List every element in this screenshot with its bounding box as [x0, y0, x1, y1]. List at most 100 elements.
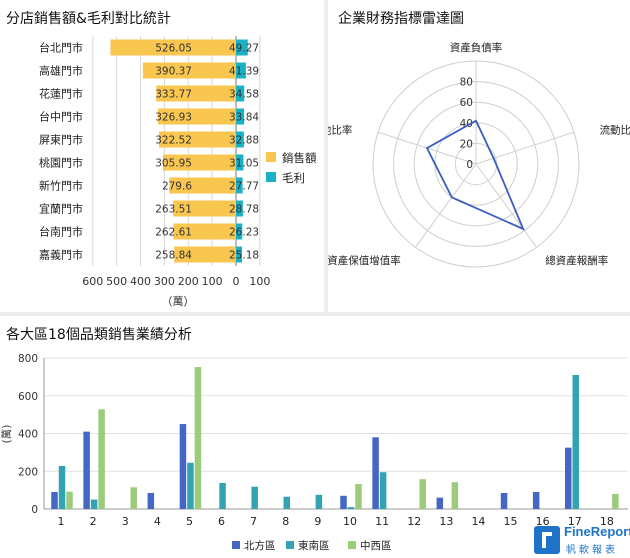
chart1-sales-label: 263.51	[155, 204, 192, 216]
chart1-margin-label: 31.05	[229, 158, 259, 170]
chart2-r-tick-label: 80	[460, 77, 473, 89]
chart3-y-tick-label: 400	[18, 429, 38, 441]
chart1-x-tick-label: 600	[82, 275, 103, 288]
chart1-category-label: 桃園門市	[39, 156, 83, 170]
chart1-sales-label: 279.6	[162, 181, 192, 193]
chart3-bar	[51, 492, 58, 509]
chart1-sales-bar	[174, 246, 236, 263]
chart3-x-tick-label: 3	[122, 515, 129, 528]
chart3-bar	[532, 492, 540, 509]
chart1-margin-bar	[236, 177, 243, 194]
chart3-bar	[612, 493, 619, 509]
chart1-margin-bar	[236, 131, 244, 148]
chart3-x-tick-label: 2	[90, 515, 97, 528]
chart1-category-label: 台北門市	[39, 41, 83, 55]
chart1-sales-bar	[157, 108, 236, 125]
chart1-legend-label: 銷售額	[282, 151, 317, 165]
chart3-bar	[66, 491, 73, 509]
chart2-r-tick-label: 20	[460, 138, 473, 150]
chart3-x-tick-label: 4	[154, 515, 161, 528]
chart1-sales-label: 526.05	[155, 43, 192, 55]
logo-brand: FineReport	[564, 524, 630, 539]
chart3-legend-swatch	[232, 541, 240, 549]
chart1-margin-bar	[236, 108, 245, 125]
chart2-axis-label: 其他比率	[328, 124, 352, 137]
chart1-category-label: 屏東門市	[39, 133, 83, 147]
chart2-spoke	[415, 163, 477, 248]
chart3-legend-label: 中西區	[360, 539, 392, 552]
chart3-x-tick-label: 13	[439, 515, 453, 528]
chart1-legend-label: 毛利	[282, 171, 305, 185]
chart1-sales-label: 333.77	[155, 89, 192, 101]
chart3-x-tick-label: 12	[407, 515, 421, 528]
chart3-bar	[451, 482, 459, 509]
chart1-sales-label: 326.93	[155, 112, 192, 124]
chart3-x-tick-label: 17	[568, 515, 582, 528]
chart1-legend-swatch	[266, 172, 276, 182]
chart3-y-tick-label: 600	[18, 391, 38, 403]
sales-margin-chart: 600 500 400 300 200 100 0 100（萬）台北門市 526.05 49.27…	[39, 36, 317, 308]
chart3-bar	[572, 374, 580, 509]
chart1-margin-bar	[236, 62, 246, 79]
chart3-x-tick-label: 11	[375, 515, 389, 528]
chart3-legend-label: 北方區	[244, 539, 276, 552]
chart1-margin-bar	[236, 85, 245, 102]
chart1-category-label: 台中門市	[39, 110, 83, 124]
finereport-logo: FineReport 帆軟報表	[534, 524, 630, 558]
chart3-bar	[130, 487, 137, 509]
logo-brand-cn: 帆軟報表	[566, 545, 618, 556]
chart2-title: 企業財務指標雷達圖	[338, 11, 464, 27]
chart1-sales-label: 305.95	[155, 158, 192, 170]
chart2-axis-label: 資產保值增值率	[328, 254, 401, 267]
chart3-bar	[98, 409, 105, 509]
chart1-sales-bar	[159, 131, 236, 148]
chart2-r-tick-label: 0	[466, 159, 473, 171]
chart3-x-tick-label: 7	[250, 515, 257, 528]
chart3-x-tick-label: 9	[314, 515, 321, 528]
chart3-bar	[340, 495, 347, 509]
chart3-bar	[58, 465, 66, 509]
chart1-category-label: 嘉義門市	[39, 248, 83, 262]
chart3-bar	[372, 437, 379, 509]
chart3-x-tick-label: 6	[218, 515, 225, 528]
chart3-x-tick-label: 1	[58, 515, 65, 528]
chart3-bar	[565, 447, 572, 509]
chart1-margin-label: 49.27	[229, 43, 259, 55]
chart3-legend-label: 東南區	[298, 539, 330, 552]
chart1-x-tick-label: 300	[154, 275, 175, 288]
chart3-bar	[315, 494, 323, 509]
chart3-x-tick-label: 15	[504, 515, 518, 528]
chart1-x-tick-label: 400	[130, 275, 151, 288]
chart3-x-tick-label: 5	[186, 515, 193, 528]
chart1-x-tick-label: 500	[106, 275, 127, 288]
chart3-bar	[436, 497, 444, 509]
chart1-margin-bar	[236, 154, 244, 171]
chart1-category-label: 花蓮門市	[39, 87, 83, 101]
chart3-x-tick-label: 8	[282, 515, 289, 528]
chart1-sales-bar	[110, 39, 236, 56]
chart1-sales-label: 258.84	[155, 250, 192, 262]
chart3-bar	[251, 486, 258, 509]
sales-margin-chart-panel: 分店銷售額&毛利對比統計 600 500 400 300 200 100 0 100 （萬） 台北…	[0, 0, 324, 312]
chart1-sales-label: 262.61	[155, 227, 192, 239]
chart3-x-tick-label: 16	[536, 515, 550, 528]
chart1-sales-bar	[156, 85, 236, 102]
chart2-axis-label: 總資產報酬率	[545, 254, 608, 267]
chart1-category-label: 宜蘭門市	[39, 202, 83, 216]
chart1-sales-label: 390.37	[155, 66, 192, 78]
chart3-bar	[355, 484, 362, 509]
chart1-x-axis-label: （萬）	[162, 295, 195, 308]
chart3-title: 各大區18個品類銷售業績分析	[6, 327, 192, 343]
chart1-sales-label: 322.52	[155, 135, 192, 147]
chart3-bar	[90, 499, 98, 509]
chart2-series-line	[425, 119, 525, 231]
chart1-legend-swatch	[266, 152, 276, 162]
chart1-margin-bar	[236, 223, 243, 240]
chart1-sales-bar	[169, 177, 236, 194]
chart2-axis-label: 流動比率	[600, 124, 630, 137]
chart3-x-tick-label: 18	[600, 515, 614, 528]
chart1-sales-bar	[162, 154, 236, 171]
chart3-y-tick-label: 800	[18, 353, 38, 365]
